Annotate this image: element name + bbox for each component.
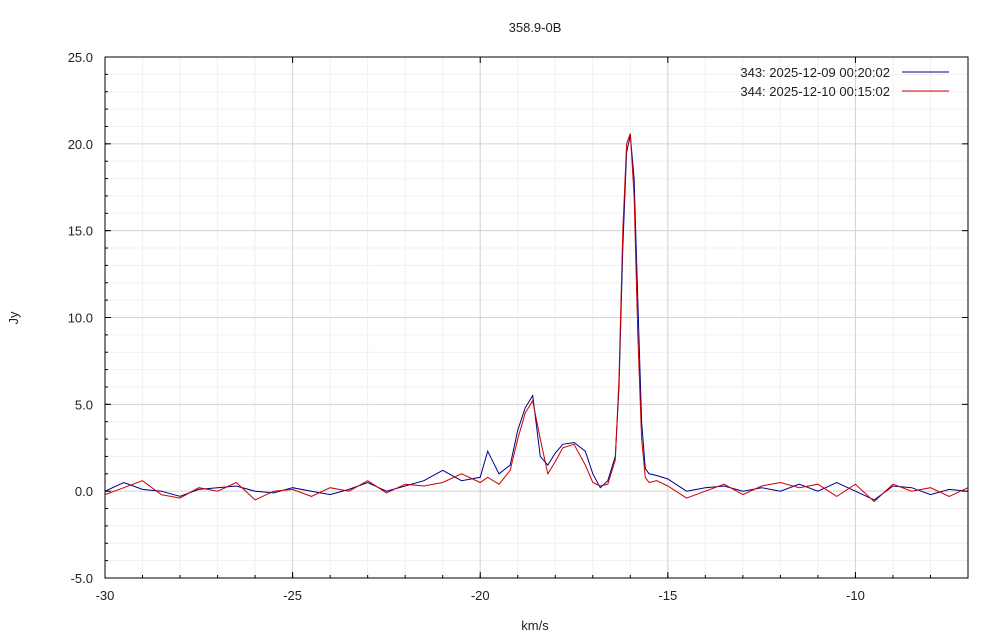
- series-line-2: [104, 133, 969, 503]
- y-tick-label: 0.0: [75, 484, 93, 499]
- y-tick-label: 25.0: [68, 50, 93, 65]
- series-line-1: [104, 135, 969, 501]
- y-axis-label: Jy: [6, 311, 21, 325]
- chart-title: 358.9-0B: [509, 20, 562, 35]
- x-tick-label: -10: [846, 588, 865, 603]
- y-tick-label: 15.0: [68, 224, 93, 239]
- legend-entry-label: 344: 2025-12-10 00:15:02: [740, 84, 890, 99]
- y-tick-label: 10.0: [68, 311, 93, 326]
- x-tick-label: -30: [96, 588, 115, 603]
- x-tick-label: -15: [658, 588, 677, 603]
- y-tick-label: 5.0: [75, 397, 93, 412]
- plot-frame: [104, 56, 969, 579]
- legend-entry-label: 343: 2025-12-09 00:20:02: [740, 65, 890, 80]
- y-tick-label: 20.0: [68, 137, 93, 152]
- y-tick-label: -5.0: [71, 571, 93, 586]
- x-axis-label: km/s: [521, 618, 549, 633]
- legend: 343: 2025-12-09 00:20:02 344: 2025-12-10 …: [740, 65, 949, 99]
- grid: [104, 56, 969, 579]
- axis-ticks: -30 -25 -20 -15 -10 -5.0 0.0 5.0 10.0 15.0 20.0 25.…: [68, 50, 969, 603]
- x-tick-label: -20: [471, 588, 490, 603]
- plot-series: [104, 133, 969, 503]
- x-tick-label: -25: [283, 588, 302, 603]
